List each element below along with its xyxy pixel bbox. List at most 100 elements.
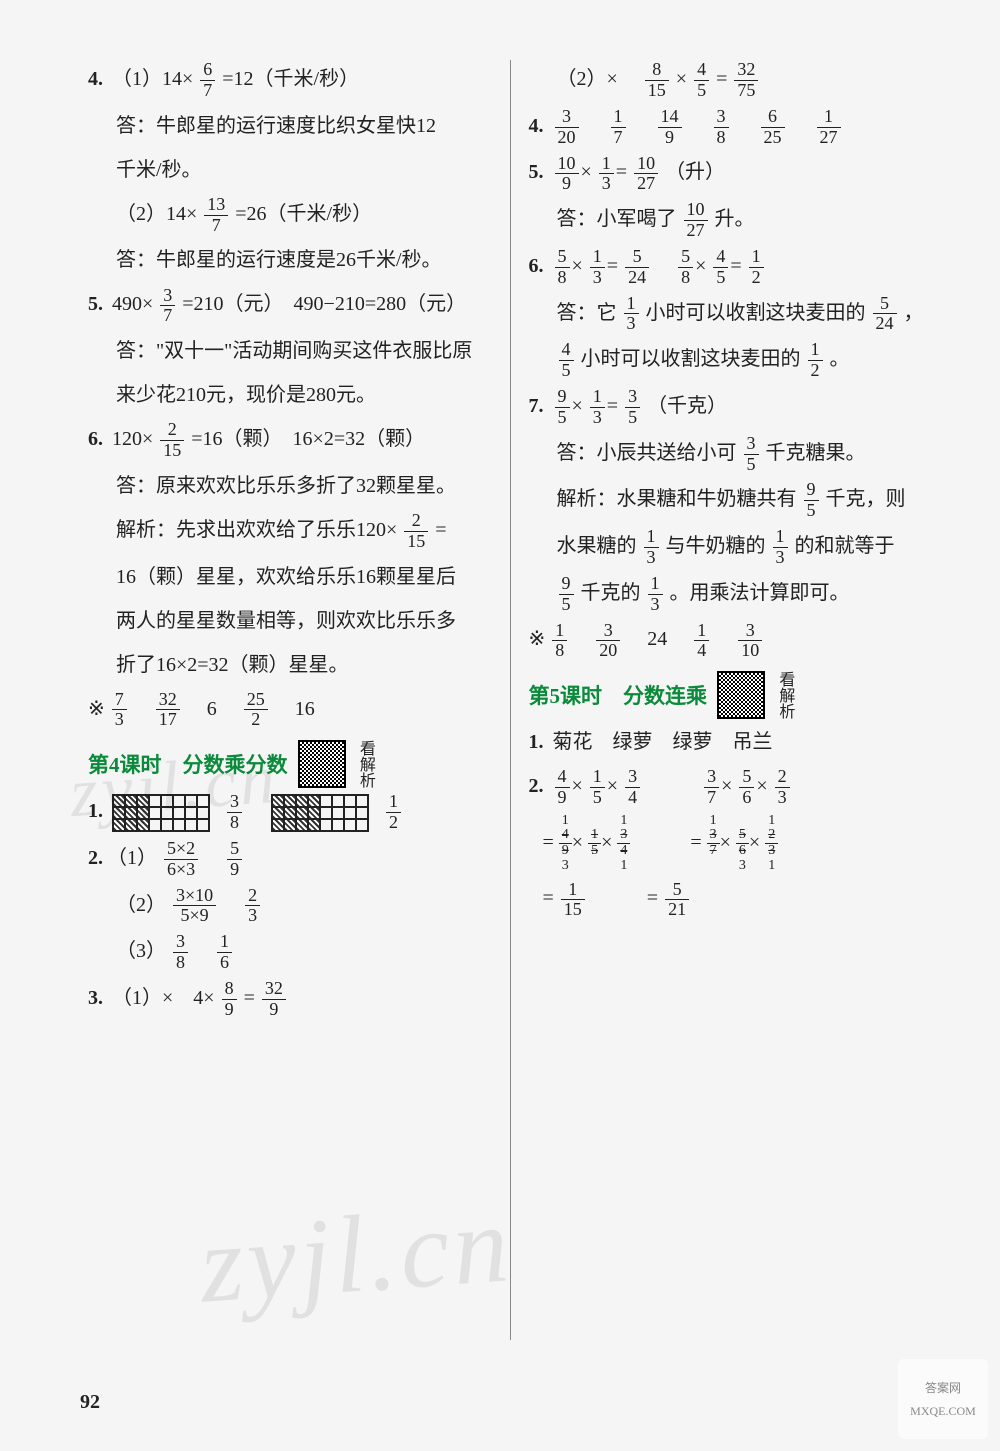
analysis: 水果糖的 13 与牛奶糖的 13 的和就等于 [529, 527, 933, 568]
fraction: 95 [555, 387, 570, 428]
text: （2）14× [116, 203, 197, 225]
asterisk-icon: ※ [88, 698, 105, 720]
fraction: 23 [775, 767, 790, 808]
s4-q2-3: （3） 38 16 [88, 932, 492, 973]
fraction: 252 [244, 690, 268, 731]
fraction: 12 [808, 340, 823, 381]
s5-q1: 1. 菊花 绿萝 绿萝 吊兰 [529, 723, 933, 761]
qr-code-icon[interactable] [717, 671, 765, 719]
fraction: 18 [552, 621, 567, 662]
qr-code-icon[interactable] [298, 740, 346, 788]
site-badge: 答案网 MXQE.COM [898, 1359, 988, 1439]
text: 。用乘法计算即可。 [670, 582, 850, 604]
text: 。 [830, 348, 850, 370]
fraction: 3217 [156, 690, 180, 731]
lesson-title: 第5课时 分数连乘 [529, 677, 708, 717]
answer: 答：它 13 小时可以收割这块麦田的 524 ， [529, 294, 933, 335]
fraction: 13 [648, 574, 663, 615]
fraction: 73 [112, 690, 127, 731]
fraction: 109 [555, 154, 579, 195]
fraction: 35 [744, 434, 759, 475]
text: （1）14× [112, 68, 193, 90]
fraction: 59 [227, 839, 242, 880]
lesson-5-header: 第5课时 分数连乘 看解析 [529, 667, 933, 723]
text: = [716, 68, 727, 90]
analysis: 折了16×2=32（颗）星星。 [88, 646, 492, 684]
text: 解析：水果糖和牛奶糖共有 [557, 488, 797, 510]
text: 答：小辰共送给小可 [557, 442, 737, 464]
fraction: 58 [555, 247, 570, 288]
fraction: 38 [714, 107, 729, 148]
right-column: （2）× 815 × 45 = 3275 4. 320 17 149 38 62… [511, 60, 951, 1340]
text: 与牛奶糖的 [666, 535, 766, 557]
fraction: 67 [200, 60, 215, 101]
fraction: 1027 [684, 200, 708, 241]
fraction: 521 [665, 880, 689, 921]
fraction: 89 [222, 979, 237, 1020]
fraction: 137 [204, 195, 228, 236]
fraction: 215 [404, 511, 428, 552]
fraction: 115 [561, 880, 585, 921]
q-number: 5. [529, 161, 544, 183]
analysis: 两人的星星数量相等，则欢欢比乐乐多 [88, 602, 492, 640]
fraction: 37 [160, 286, 175, 327]
fraction: 215 [160, 420, 184, 461]
fraction: 329 [262, 979, 286, 1020]
answer: 答：原来欢欢比乐乐多折了32颗星星。 [88, 467, 492, 505]
r-q4: 4. 320 17 149 38 625 127 [529, 107, 933, 148]
fraction: 49 [555, 767, 570, 808]
fraction: 45 [713, 247, 728, 288]
fraction: 13 [599, 154, 614, 195]
text: 答：它 [557, 302, 617, 324]
lesson-4-header: 第4课时 分数乘分数 看解析 [88, 736, 492, 792]
answer: 答：小辰共送给小可 35 千克糖果。 [529, 434, 933, 475]
fraction: 320 [555, 107, 579, 148]
text: ， [904, 302, 924, 324]
s4-q3-1: 3. （1）× 4× 89 = 329 [88, 979, 492, 1020]
asterisk-icon: ※ [529, 628, 546, 650]
q6: 6. 120× 215 =16（颗） 16×2=32（颗） [88, 420, 492, 461]
text: × [676, 68, 687, 90]
cancel-fraction: 1231 [765, 814, 778, 874]
page-number: 92 [80, 1383, 100, 1421]
cancel-fraction: 1493 [559, 814, 572, 874]
answer: 答：牛郎星的运行速度比织女星快12 [88, 107, 492, 145]
s5-q2-cancel: = 1493× 15 × 1341 = 137 × 563× 1231 [529, 814, 933, 874]
fraction: 12 [749, 247, 764, 288]
fraction: 16 [217, 932, 232, 973]
q-number: 7. [529, 395, 544, 417]
value: 6 [207, 698, 217, 720]
fraction: 95 [804, 480, 819, 521]
text: （2）× [557, 68, 638, 90]
fraction: 524 [625, 247, 649, 288]
grid-diagram [271, 794, 369, 832]
qr-label: 看解析 [769, 671, 799, 719]
fraction: 45 [559, 340, 574, 381]
fraction: 38 [227, 792, 242, 833]
analysis: 解析：水果糖和牛奶糖共有 95 千克，则 [529, 480, 933, 521]
q-number: 2. [529, 775, 544, 797]
text: 千克的 [581, 582, 641, 604]
q-number: 6. [529, 255, 544, 277]
text: =16（颗） 16×2=32（颗） [191, 428, 425, 450]
fraction: 95 [559, 574, 574, 615]
fraction: 149 [658, 107, 682, 148]
text: =26（千米/秒） [235, 203, 372, 225]
s4-q2-1: 2.（1） 5×26×3 59 [88, 839, 492, 880]
q-number: 5. [88, 293, 103, 315]
fraction: 5×26×3 [164, 839, 198, 880]
s4-q3-2: （2）× 815 × 45 = 3275 [529, 60, 933, 101]
fraction: 15 [590, 767, 605, 808]
value: 16 [295, 698, 315, 720]
fraction: 524 [873, 294, 897, 335]
lesson-title: 第4课时 分数乘分数 [88, 746, 288, 786]
q-number: 2. [88, 847, 103, 869]
fraction: 1027 [634, 154, 658, 195]
left-column: 4. （1）14× 67 =12（千米/秒） 答：牛郎星的运行速度比织女星快12… [70, 60, 511, 1340]
text: 120× [112, 428, 153, 450]
cancel-fraction: 137 [707, 814, 720, 874]
text: 小时可以收割这块麦田的 [646, 302, 866, 324]
answer: 45 小时可以收割这块麦田的 12 。 [529, 340, 933, 381]
q-number: 6. [88, 428, 103, 450]
answer: 千米/秒。 [88, 151, 492, 189]
